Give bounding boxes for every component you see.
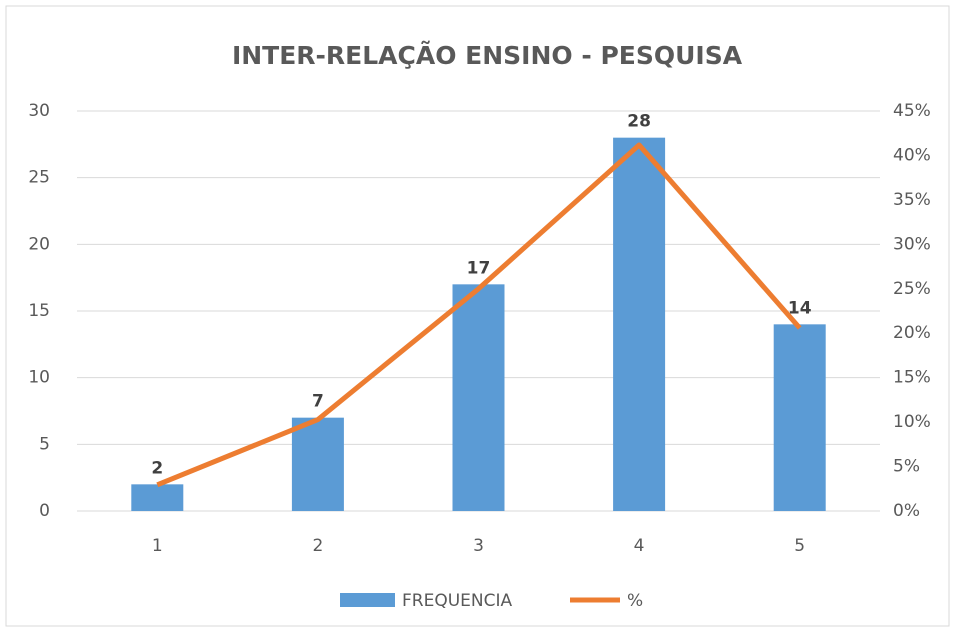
bar	[291, 417, 344, 511]
y-tick-label: 15	[28, 301, 50, 321]
bar	[613, 137, 666, 511]
x-tick-label: 5	[794, 536, 805, 556]
y2-tick-label: 30%	[893, 234, 931, 254]
y2-tick-label: 40%	[893, 145, 931, 165]
bar	[131, 484, 184, 511]
legend-swatch	[340, 593, 395, 607]
y-tick-label: 10	[28, 368, 50, 388]
y2-tick-label: 5%	[893, 457, 920, 477]
y-tick-label: 20	[28, 234, 50, 254]
x-tick-label: 4	[634, 536, 645, 556]
y-tick-label: 0	[39, 501, 50, 521]
data-label: 14	[788, 298, 812, 318]
y2-tick-label: 15%	[893, 368, 931, 388]
x-tick-label: 3	[473, 536, 484, 556]
data-label: 28	[627, 112, 651, 132]
legend-label: FREQUENCIA	[402, 591, 512, 611]
line	[156, 142, 802, 488]
y-tick-label: 5	[39, 434, 50, 454]
y2-tick-label: 25%	[893, 279, 931, 299]
y2-tick-label: 20%	[893, 323, 931, 343]
chart-title: INTER-RELAÇÃO ENSINO - PESQUISA	[232, 41, 743, 70]
data-label: 17	[467, 258, 491, 278]
y-tick-label: 30	[28, 101, 50, 121]
y2-tick-label: 45%	[893, 101, 931, 121]
y2-tick-label: 10%	[893, 412, 931, 432]
data-label: 2	[151, 458, 163, 478]
legend-label: %	[627, 591, 643, 611]
x-tick-label: 2	[312, 536, 323, 556]
bar	[773, 324, 826, 511]
y-tick-label: 25	[28, 168, 50, 188]
y2-tick-label: 35%	[893, 190, 931, 210]
data-label: 7	[312, 392, 324, 412]
bar	[452, 284, 505, 511]
y2-tick-label: 0%	[893, 501, 920, 521]
x-tick-label: 1	[152, 536, 163, 556]
